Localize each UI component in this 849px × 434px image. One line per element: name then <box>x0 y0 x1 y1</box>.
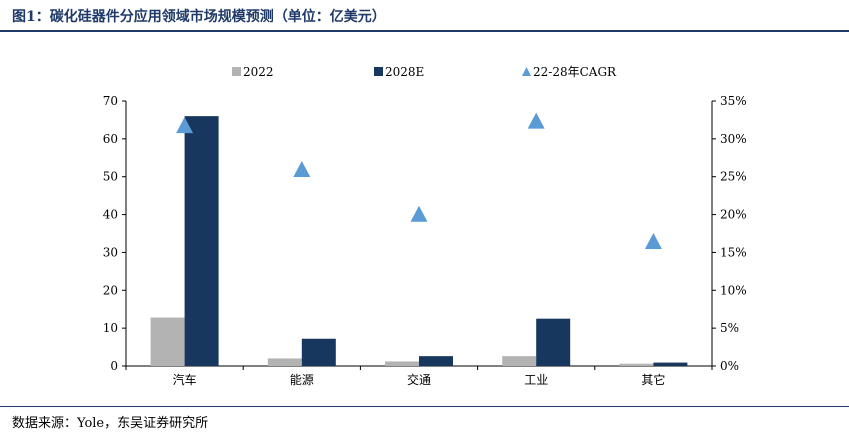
chart-markers <box>176 112 662 249</box>
figure-title: 图1：碳化硅器件分应用领域市场规模预测（单位：亿美元） <box>12 9 386 25</box>
bar-2022 <box>502 356 537 366</box>
bar-2022 <box>267 358 302 366</box>
y-left-tick-label: 50 <box>103 170 118 184</box>
bar-2022 <box>150 317 185 366</box>
cagr-marker <box>644 232 662 249</box>
legend-label: 2022 <box>243 65 274 79</box>
y-left-tick-label: 20 <box>103 283 118 297</box>
y-right-tick-label: 5% <box>720 321 739 335</box>
chart-axes: 0 10 20 30 40 50 60 70 0% 5% 10% 15% 20% 25% 30% 35% 汽车 能… <box>103 94 747 387</box>
y-right-tick-label: 20% <box>720 208 747 222</box>
y-left-tick-label: 0 <box>110 359 118 373</box>
y-left-tick-label: 40 <box>103 208 118 222</box>
chart: 2022 2028E 22-28年CAGR 0 10 20 30 40 50 60 70 0% 5% 1… <box>103 65 747 387</box>
chart-legend: 2022 2028E 22-28年CAGR <box>232 65 617 79</box>
legend-swatch-cagr <box>522 67 531 76</box>
x-tick-label: 其它 <box>641 372 665 387</box>
bar-2028E <box>184 116 219 367</box>
bar-2028E <box>536 318 571 366</box>
y-left-tick-label: 30 <box>103 245 118 259</box>
bar-2028E <box>653 362 688 366</box>
cagr-marker <box>410 205 428 222</box>
bar-2028E <box>301 338 336 366</box>
y-left-tick-label: 70 <box>103 94 118 108</box>
y-right-tick-label: 25% <box>720 170 747 184</box>
y-right-tick-label: 0% <box>720 359 739 373</box>
y-right-tick-label: 30% <box>720 132 747 146</box>
y-left-tick-label: 60 <box>103 132 118 146</box>
y-left-tick-label: 10 <box>103 321 118 335</box>
bar-2028E <box>419 356 453 366</box>
x-tick-label: 工业 <box>524 373 548 387</box>
y-right-tick-label: 15% <box>720 245 747 259</box>
cagr-marker <box>527 112 545 129</box>
source-note: 数据来源：Yole，东吴证券研究所 <box>12 416 209 431</box>
footer-divider <box>0 406 849 407</box>
y-right-tick-label: 10% <box>720 283 747 297</box>
legend-swatch-2022 <box>232 67 241 76</box>
x-tick-label: 汽车 <box>173 372 197 387</box>
legend-label: 2028E <box>385 65 424 79</box>
cagr-marker <box>176 117 194 134</box>
legend-swatch-2028E <box>374 67 383 76</box>
x-tick-label: 交通 <box>407 372 431 387</box>
bar-2022 <box>619 363 654 366</box>
cagr-marker <box>293 161 311 178</box>
y-right-tick-label: 35% <box>720 94 747 108</box>
x-tick-label: 能源 <box>290 373 314 387</box>
chart-bars <box>150 116 688 367</box>
legend-label: 22-28年CAGR <box>533 65 617 79</box>
bar-2022 <box>385 361 419 366</box>
title-divider <box>0 30 849 32</box>
